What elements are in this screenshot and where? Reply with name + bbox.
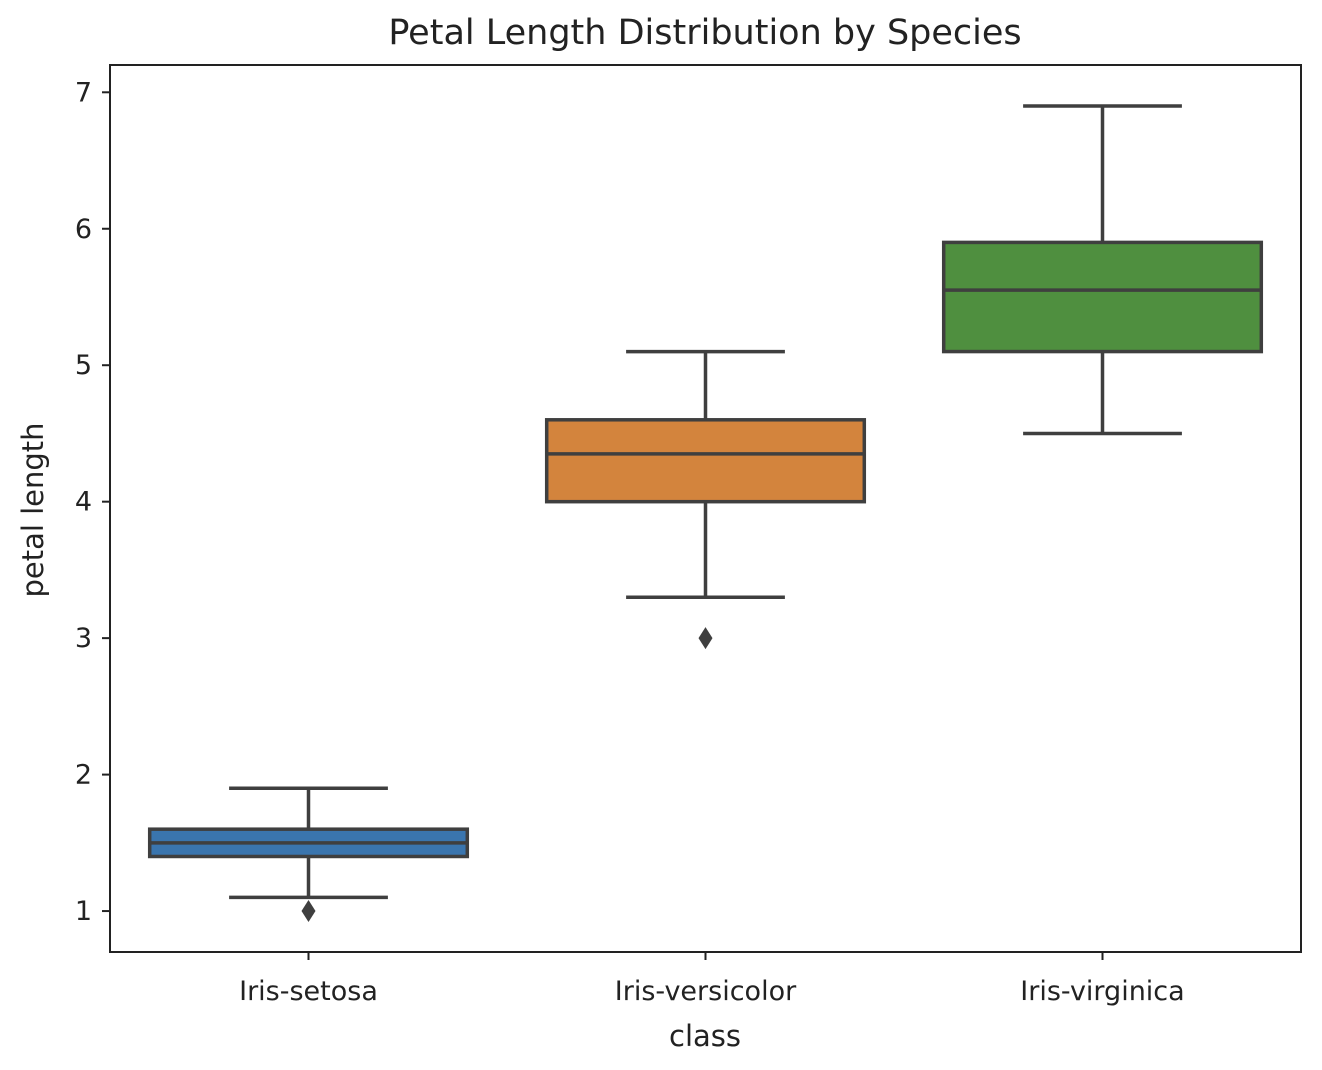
chart-title: Petal Length Distribution by Species <box>388 13 1021 53</box>
y-tick-label: 6 <box>75 214 92 245</box>
box-iris-versicolor <box>544 349 867 650</box>
x-axis: Iris-setosa Iris-versicolor Iris-virginica <box>239 952 1185 1007</box>
y-tick-label: 4 <box>75 487 92 518</box>
y-tick-label: 1 <box>75 896 92 927</box>
plot-area <box>147 104 1264 923</box>
box-iqr <box>941 240 1264 354</box>
y-tick-label: 5 <box>75 350 92 381</box>
y-axis-label: petal length <box>16 422 50 597</box>
box-iris-virginica <box>941 104 1264 436</box>
outlier-point <box>301 900 316 923</box>
y-tick-label: 2 <box>75 760 92 791</box>
box-iqr <box>544 418 867 504</box>
y-axis: 1 2 3 4 5 6 7 <box>75 77 110 927</box>
box-iris-setosa <box>147 786 470 923</box>
y-tick-label: 3 <box>75 623 92 654</box>
plot-frame <box>109 64 1302 953</box>
x-tick-label: Iris-setosa <box>239 976 378 1007</box>
x-tick-label: Iris-virginica <box>1020 976 1184 1007</box>
x-tick-label: Iris-versicolor <box>615 976 797 1007</box>
y-tick-label: 7 <box>75 77 92 108</box>
x-axis-label: class <box>669 1019 741 1053</box>
outlier-point <box>698 627 713 650</box>
